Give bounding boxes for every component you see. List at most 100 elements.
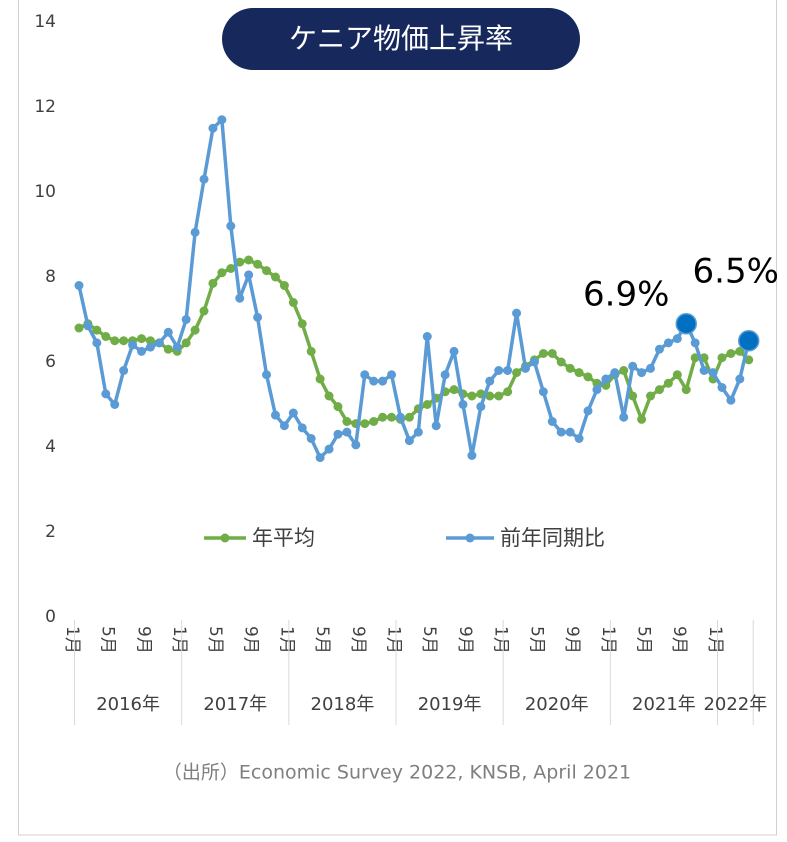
point (351, 440, 361, 450)
point (404, 436, 414, 446)
point (154, 338, 164, 348)
x-tick-label: 5月 (526, 626, 546, 654)
point (628, 391, 638, 401)
point (574, 434, 584, 443)
point (244, 255, 254, 265)
point (101, 332, 111, 341)
point (717, 353, 727, 363)
year-label: 2018年 (311, 694, 375, 715)
point (288, 408, 298, 418)
point (699, 366, 709, 375)
point (145, 342, 155, 352)
point (128, 340, 138, 350)
year-label: 2016年 (96, 694, 160, 715)
point (556, 427, 566, 437)
point (137, 346, 147, 356)
point (521, 363, 530, 373)
point (369, 417, 379, 426)
point (315, 374, 325, 384)
x-tick-label: 1月 (62, 626, 82, 654)
y-tick-label: 8 (45, 267, 56, 287)
point (324, 391, 334, 401)
point (663, 338, 673, 348)
y-tick-label: 12 (34, 97, 56, 117)
point (137, 334, 147, 344)
point (717, 383, 727, 392)
point (235, 257, 245, 267)
point (503, 387, 513, 397)
year-label: 2020年 (525, 694, 589, 715)
point (449, 385, 459, 395)
x-tick-label: 5月 (205, 626, 225, 654)
x-tick-label: 9月 (348, 626, 368, 654)
point (663, 378, 673, 388)
point (378, 412, 388, 422)
point (270, 410, 280, 420)
x-tick-label: 5月 (98, 626, 118, 654)
point (145, 336, 155, 346)
point (556, 357, 566, 367)
point (279, 281, 289, 290)
point (279, 421, 289, 431)
point (190, 227, 200, 237)
point (315, 453, 325, 463)
point (208, 123, 218, 133)
point (672, 370, 682, 380)
point (512, 368, 522, 378)
point (628, 361, 638, 371)
series-line (78, 258, 750, 426)
x-tick-label: 9月 (455, 626, 475, 654)
legend-marker (220, 533, 230, 543)
point (387, 370, 397, 380)
point (306, 346, 316, 356)
highlight-point (738, 330, 760, 352)
x-tick-label: 9月 (562, 626, 582, 654)
point (333, 429, 343, 439)
x-tick-label: 9月 (241, 626, 261, 654)
point (244, 270, 254, 280)
point (494, 366, 504, 375)
point (288, 298, 298, 307)
point (467, 391, 477, 401)
point (253, 312, 263, 322)
y-tick-label: 6 (45, 352, 56, 372)
point (574, 368, 584, 378)
x-tick-label: 5月 (634, 626, 654, 654)
point (306, 434, 316, 443)
point (74, 323, 84, 333)
legend-label: 前年同期比 (500, 526, 605, 550)
point (485, 391, 495, 401)
point (360, 419, 370, 429)
point (378, 376, 388, 386)
point (619, 366, 629, 375)
source-note: （出所）Economic Survey 2022, KNSB, April 20… (163, 762, 631, 784)
point (387, 412, 397, 422)
point (110, 400, 120, 409)
point (208, 278, 218, 288)
point (654, 344, 664, 354)
point (101, 389, 111, 399)
point (226, 264, 236, 273)
point (619, 412, 629, 422)
point (163, 344, 173, 354)
x-tick-label: 9月 (133, 626, 153, 654)
point (360, 370, 370, 380)
point (512, 308, 522, 318)
point (672, 334, 682, 344)
point (690, 338, 700, 348)
point (190, 325, 200, 335)
point (199, 306, 209, 316)
point (253, 259, 263, 269)
year-label: 2019年 (418, 694, 482, 715)
point (226, 221, 236, 231)
point (235, 293, 245, 303)
point (646, 391, 656, 401)
point (565, 363, 575, 373)
legend-label: 年平均 (252, 526, 315, 550)
point (262, 370, 272, 380)
point (342, 427, 352, 437)
data-label: 6.5% (693, 251, 779, 291)
point (726, 349, 736, 358)
point (654, 385, 664, 395)
